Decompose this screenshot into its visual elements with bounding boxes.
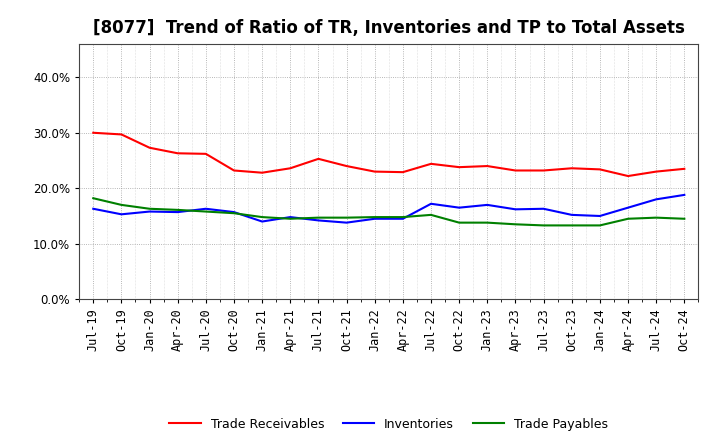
Trade Payables bbox=[342, 215, 351, 220]
Trade Receivables bbox=[145, 145, 154, 150]
Trade Payables bbox=[595, 223, 604, 228]
Title: [8077]  Trend of Ratio of TR, Inventories and TP to Total Assets: [8077] Trend of Ratio of TR, Inventories… bbox=[93, 19, 685, 37]
Inventories bbox=[174, 209, 182, 215]
Trade Receivables bbox=[342, 163, 351, 169]
Inventories bbox=[370, 216, 379, 221]
Inventories bbox=[680, 192, 688, 198]
Trade Payables bbox=[117, 202, 126, 208]
Trade Payables bbox=[483, 220, 492, 225]
Inventories bbox=[455, 205, 464, 210]
Inventories bbox=[567, 212, 576, 217]
Inventories bbox=[483, 202, 492, 208]
Inventories bbox=[286, 214, 294, 220]
Trade Receivables bbox=[595, 167, 604, 172]
Trade Receivables bbox=[117, 132, 126, 137]
Inventories bbox=[511, 207, 520, 212]
Inventories bbox=[399, 216, 408, 221]
Line: Trade Payables: Trade Payables bbox=[94, 198, 684, 225]
Trade Payables bbox=[624, 216, 632, 221]
Trade Receivables bbox=[483, 163, 492, 169]
Trade Payables bbox=[174, 207, 182, 213]
Inventories bbox=[427, 201, 436, 206]
Trade Payables bbox=[202, 209, 210, 214]
Trade Payables bbox=[370, 214, 379, 220]
Trade Receivables bbox=[680, 166, 688, 172]
Trade Receivables bbox=[174, 150, 182, 156]
Inventories bbox=[652, 197, 660, 202]
Trade Receivables bbox=[652, 169, 660, 174]
Trade Payables bbox=[455, 220, 464, 225]
Trade Receivables bbox=[567, 165, 576, 171]
Trade Receivables bbox=[455, 165, 464, 170]
Trade Receivables bbox=[511, 168, 520, 173]
Trade Receivables bbox=[286, 165, 294, 171]
Trade Payables bbox=[539, 223, 548, 228]
Legend: Trade Receivables, Inventories, Trade Payables: Trade Receivables, Inventories, Trade Pa… bbox=[164, 413, 613, 436]
Trade Receivables bbox=[370, 169, 379, 174]
Inventories bbox=[145, 209, 154, 214]
Trade Payables bbox=[427, 212, 436, 217]
Trade Payables bbox=[680, 216, 688, 221]
Trade Payables bbox=[652, 215, 660, 220]
Line: Inventories: Inventories bbox=[94, 195, 684, 223]
Trade Receivables bbox=[230, 168, 238, 173]
Trade Receivables bbox=[314, 156, 323, 161]
Trade Payables bbox=[286, 216, 294, 221]
Trade Payables bbox=[567, 223, 576, 228]
Trade Payables bbox=[230, 211, 238, 216]
Inventories bbox=[117, 212, 126, 217]
Trade Payables bbox=[89, 196, 98, 201]
Inventories bbox=[89, 206, 98, 211]
Trade Receivables bbox=[427, 161, 436, 166]
Inventories bbox=[539, 206, 548, 211]
Trade Receivables bbox=[624, 173, 632, 179]
Inventories bbox=[202, 206, 210, 211]
Trade Receivables bbox=[399, 169, 408, 175]
Inventories bbox=[342, 220, 351, 225]
Trade Payables bbox=[314, 215, 323, 220]
Trade Payables bbox=[511, 222, 520, 227]
Trade Payables bbox=[399, 214, 408, 220]
Inventories bbox=[624, 205, 632, 210]
Trade Receivables bbox=[539, 168, 548, 173]
Inventories bbox=[595, 213, 604, 219]
Inventories bbox=[314, 218, 323, 223]
Trade Receivables bbox=[202, 151, 210, 157]
Trade Receivables bbox=[89, 130, 98, 136]
Trade Receivables bbox=[258, 170, 266, 176]
Inventories bbox=[230, 209, 238, 215]
Line: Trade Receivables: Trade Receivables bbox=[94, 133, 684, 176]
Trade Payables bbox=[258, 214, 266, 220]
Inventories bbox=[258, 219, 266, 224]
Trade Payables bbox=[145, 206, 154, 211]
